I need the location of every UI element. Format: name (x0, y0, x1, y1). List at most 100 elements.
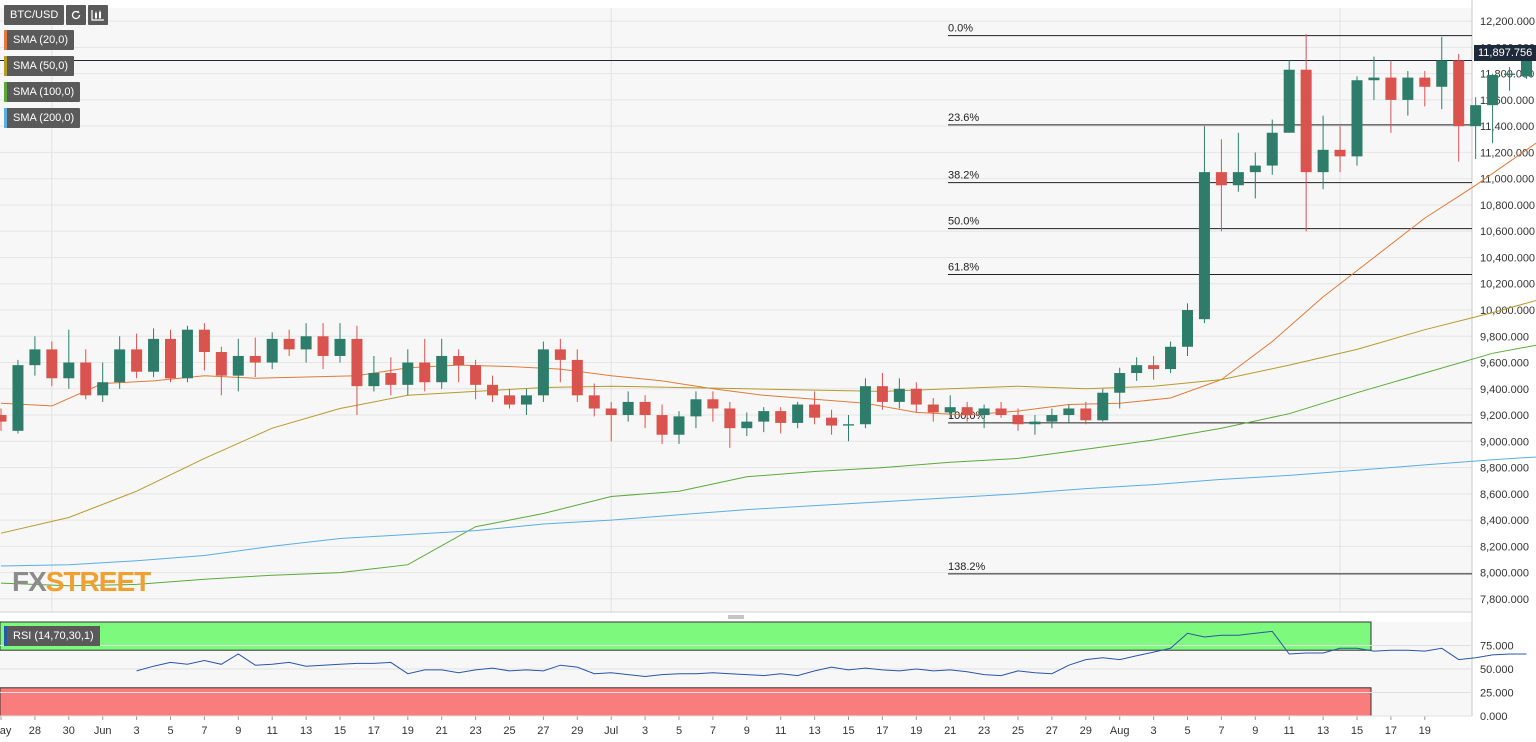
y-tick-label: 10,000.000 (1480, 305, 1535, 317)
candle-body (1504, 73, 1516, 75)
rsi-tick-label: 25.000 (1480, 688, 1514, 700)
sma-line (0, 299, 1536, 534)
x-tick-label: 15 (334, 725, 346, 737)
candle-body (876, 386, 888, 402)
candle-body (300, 336, 312, 350)
x-tick-label: 11 (1283, 725, 1294, 737)
x-tick-label: 30 (63, 725, 75, 737)
candle-body (1453, 60, 1465, 127)
y-tick-label: 7,800.000 (1480, 594, 1529, 606)
candle-body (1097, 392, 1109, 421)
rsi-line (136, 630, 1527, 678)
candle-body (1080, 408, 1092, 421)
x-tick-label: 3 (1151, 725, 1157, 737)
candle-body (198, 329, 210, 353)
indicator-rsi[interactable]: RSI (14,70,30,1) (4, 626, 100, 646)
x-tick-label: 7 (710, 725, 716, 737)
symbol-selector[interactable]: BTC/USD (4, 5, 65, 25)
fib-level-label: 38.2% (948, 170, 979, 182)
x-tick-label: 5 (167, 725, 173, 737)
indicator-sma-200[interactable]: SMA (200,0) (4, 108, 81, 128)
candle-body (249, 355, 261, 363)
x-tick-label: 21 (944, 725, 956, 737)
y-tick-label: 10,800.000 (1480, 200, 1535, 212)
candle-body (283, 338, 295, 350)
candle-body (1470, 105, 1482, 127)
candle-body (1046, 415, 1058, 422)
sma-100-swatch (4, 82, 7, 102)
candle-body (470, 365, 482, 385)
candle-body (1436, 60, 1448, 87)
sma-200-swatch (4, 108, 7, 128)
candle-body (1334, 149, 1346, 157)
x-tick-label: Jul (604, 725, 618, 737)
candle-body (232, 355, 244, 376)
candle-body (622, 401, 634, 416)
candle-body (1487, 74, 1499, 106)
sma-line (0, 344, 1536, 587)
candle-body (1114, 373, 1126, 393)
candle-body (690, 399, 702, 417)
candle-body (181, 329, 193, 379)
candle-body (368, 373, 380, 387)
y-tick-label: 8,800.000 (1480, 463, 1529, 475)
candlestick-chart-icon[interactable] (88, 5, 109, 25)
candle-body (1385, 77, 1397, 100)
candle-body (63, 362, 75, 379)
candle-body (809, 404, 821, 418)
fib-level-label: 23.6% (948, 112, 979, 124)
x-tick-label: 25 (1012, 725, 1024, 737)
candle-body (639, 401, 651, 416)
x-tick-label: 15 (1351, 725, 1363, 737)
candle-body (351, 338, 363, 387)
candle-body (317, 336, 329, 356)
candle-body (1351, 80, 1363, 157)
candle-body (775, 411, 787, 423)
candle-body (80, 362, 92, 396)
candle-body (1402, 77, 1414, 100)
refresh-icon[interactable] (66, 5, 87, 25)
sma-line (0, 142, 1536, 416)
y-tick-label: 8,000.000 (1480, 568, 1529, 580)
candle-body (1063, 408, 1075, 416)
fib-level-label: 0.0% (948, 23, 973, 35)
sma-50-swatch (4, 56, 7, 76)
candle-body (910, 388, 922, 405)
y-tick-label: 8,400.000 (1480, 515, 1529, 527)
indicator-label: SMA (200,0) (13, 112, 75, 124)
x-tick-label: 29 (571, 725, 583, 737)
candle-body (266, 338, 278, 363)
x-tick-label: 19 (1419, 725, 1431, 737)
chart-toolbar: BTC/USD (4, 5, 109, 25)
candle-body (1521, 60, 1532, 77)
indicator-sma-50[interactable]: SMA (50,0) (4, 56, 75, 76)
x-tick-label: 13 (1317, 725, 1329, 737)
candle-body (1165, 346, 1177, 370)
candle-body (741, 421, 753, 429)
indicator-label: SMA (20,0) (13, 34, 69, 46)
candle-body (826, 417, 838, 426)
candle-body (1029, 421, 1041, 425)
candle-body (1182, 310, 1193, 347)
indicator-sma-100[interactable]: SMA (100,0) (4, 82, 81, 102)
candle-body (148, 338, 160, 372)
indicator-sma-20[interactable]: SMA (20,0) (4, 30, 75, 50)
fib-level-label: 61.8% (948, 262, 979, 274)
y-tick-label: 8,600.000 (1480, 489, 1529, 501)
fib-level-label: 50.0% (948, 216, 979, 228)
x-tick-label: 3 (642, 725, 648, 737)
x-tick-label: 25 (503, 725, 515, 737)
y-tick-label: 11,400.000 (1480, 121, 1534, 133)
y-tick-label: 9,200.000 (1480, 410, 1529, 422)
candle-body (334, 338, 346, 356)
sma-20-swatch (4, 30, 7, 50)
candle-body (995, 408, 1007, 416)
x-tick-label: 7 (201, 725, 207, 737)
candle-body (792, 404, 804, 423)
candle-body (893, 388, 905, 402)
candle-body (1419, 77, 1431, 87)
candle-body (504, 395, 515, 405)
x-tick-label: 19 (910, 725, 922, 737)
y-tick-label: 11,000.000 (1480, 174, 1534, 186)
